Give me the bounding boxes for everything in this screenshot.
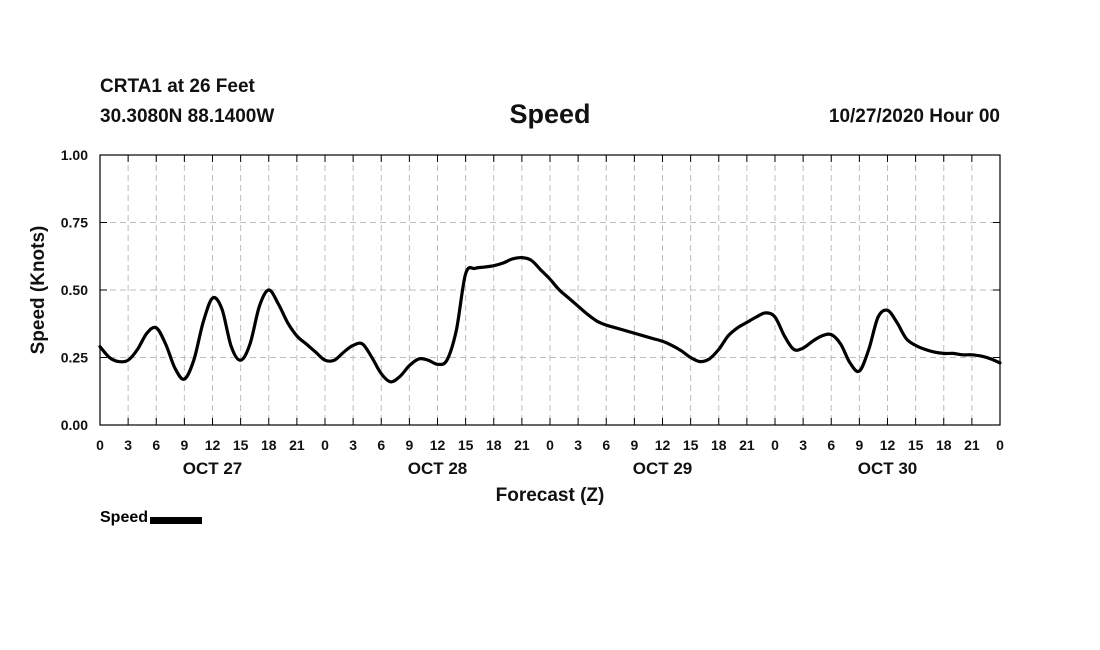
x-tick-label: 3	[799, 437, 807, 453]
x-tick-label: 12	[430, 437, 446, 453]
x-tick-label: 9	[405, 437, 413, 453]
chart-title: Speed	[509, 99, 591, 129]
y-tick-label: 0.75	[61, 215, 88, 231]
x-tick-label: 18	[936, 437, 952, 453]
coordinates-label: 30.3080N 88.1400W	[100, 106, 275, 127]
axis-ticks	[99, 154, 1001, 426]
x-tick-label: 15	[458, 437, 474, 453]
grid-lines	[100, 155, 1000, 425]
x-tick-label: 12	[880, 437, 896, 453]
station-label: CRTA1 at 26 Feet	[100, 76, 255, 97]
x-axis-title: Forecast (Z)	[496, 485, 605, 506]
y-tick-label: 0.00	[61, 417, 88, 433]
x-tick-label: 18	[261, 437, 277, 453]
x-tick-label: 15	[683, 437, 699, 453]
x-tick-label: 9	[630, 437, 638, 453]
x-tick-label: 6	[602, 437, 610, 453]
x-tick-label: 3	[124, 437, 132, 453]
x-tick-label: 15	[908, 437, 924, 453]
x-tick-label: 21	[964, 437, 980, 453]
day-label: OCT 30	[858, 459, 918, 478]
y-tick-label: 0.25	[61, 350, 88, 366]
x-tick-label: 12	[655, 437, 671, 453]
y-tick-labels: 0.00 0.25 0.50 0.75 1.00	[61, 147, 88, 433]
x-tick-label: 6	[827, 437, 835, 453]
x-tick-label: 0	[771, 437, 779, 453]
x-tick-label: 3	[574, 437, 582, 453]
x-tick-label: 18	[711, 437, 727, 453]
x-tick-label: 21	[514, 437, 530, 453]
day-label: OCT 27	[183, 459, 243, 478]
x-tick-label: 21	[289, 437, 305, 453]
y-tick-label: 0.50	[61, 282, 88, 298]
plot-frame	[99, 154, 1001, 426]
y-axis-title: Speed (Knots)	[28, 226, 49, 355]
x-tick-label: 3	[349, 437, 357, 453]
x-tick-label: 6	[377, 437, 385, 453]
y-tick-label: 1.00	[61, 147, 88, 163]
x-tick-label: 6	[152, 437, 160, 453]
x-tick-label: 9	[180, 437, 188, 453]
day-label: OCT 28	[408, 459, 468, 478]
day-label: OCT 29	[633, 459, 693, 478]
legend: Speed	[100, 509, 203, 527]
x-tick-label: 15	[233, 437, 249, 453]
x-tick-label: 18	[486, 437, 502, 453]
x-tick-label: 0	[321, 437, 329, 453]
x-tick-label: 0	[96, 437, 104, 453]
run-time-label: 10/27/2020 Hour 00	[828, 106, 1000, 127]
x-tick-labels: 0 3 6 9 12 15 18 21 0 3 6 9 12 15 18 21 0 3 6 9 12 15 18 21 0 3 6 9…	[96, 437, 1004, 453]
x-tick-label: 21	[739, 437, 755, 453]
x-tick-label: 0	[546, 437, 554, 453]
speed-series-line	[98, 255, 1002, 384]
day-labels: OCT 27 OCT 28 OCT 29 OCT 30	[183, 459, 918, 478]
legend-swatch	[150, 516, 203, 524]
x-tick-label: 9	[855, 437, 863, 453]
legend-label: Speed	[100, 509, 149, 526]
x-tick-label: 0	[996, 437, 1004, 453]
x-tick-label: 12	[205, 437, 221, 453]
